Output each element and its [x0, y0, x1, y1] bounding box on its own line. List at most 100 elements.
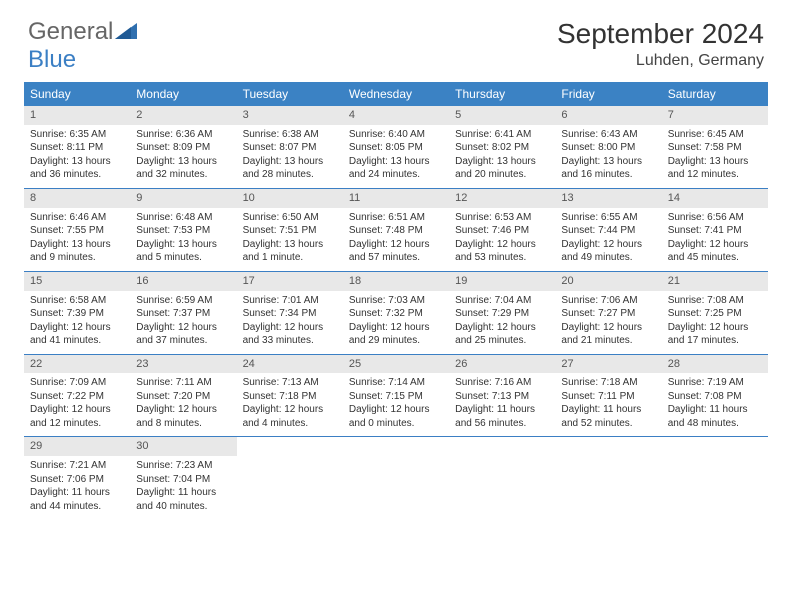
title-block: September 2024 Luhden, Germany: [557, 18, 764, 70]
daylight-line: Daylight: 11 hours and 52 minutes.: [561, 403, 655, 430]
day-number: 27: [555, 355, 661, 374]
day-number: 18: [343, 272, 449, 291]
calendar-cell: .: [237, 437, 343, 519]
day-number: 24: [237, 355, 343, 374]
day-number: 15: [24, 272, 130, 291]
sunset-line: Sunset: 7:06 PM: [30, 473, 124, 487]
daylight-line: Daylight: 11 hours and 56 minutes.: [455, 403, 549, 430]
sunrise-line: Sunrise: 6:53 AM: [455, 211, 549, 225]
page-title: September 2024: [557, 18, 764, 50]
sunrise-line: Sunrise: 7:03 AM: [349, 294, 443, 308]
calendar-week: 1 Sunrise: 6:35 AMSunset: 8:11 PM Daylight…: [24, 106, 768, 189]
calendar: SundayMondayTuesdayWednesdayThursdayFrid…: [24, 82, 768, 519]
day-info: Sunrise: 6:43 AMSunset: 8:00 PMDaylight:…: [555, 125, 661, 188]
daylight-line: Daylight: 12 hours and 57 minutes.: [349, 238, 443, 265]
calendar-cell: 6Sunrise: 6:43 AMSunset: 8:00 PMDaylight…: [555, 106, 661, 188]
day-number: 22: [24, 355, 130, 374]
day-number: 26: [449, 355, 555, 374]
calendar-cell: 19Sunrise: 7:04 AMSunset: 7:29 PMDayligh…: [449, 272, 555, 354]
sunset-line: Sunset: 8:11 PM: [30, 141, 124, 155]
daylight-line: Daylight: 13 hours and 1 minute.: [243, 238, 337, 265]
calendar-cell: 16Sunrise: 6:59 AMSunset: 7:37 PMDayligh…: [130, 272, 236, 354]
sunset-line: Sunset: 7:55 PM: [30, 224, 124, 238]
day-number: 14: [662, 189, 768, 208]
day-number: 5: [449, 106, 555, 125]
daylight-line: Daylight: 12 hours and 4 minutes.: [243, 403, 337, 430]
logo-text-general: General: [28, 18, 113, 46]
sunrise-line: Sunrise: 7:13 AM: [243, 376, 337, 390]
daylight-line: Daylight: 12 hours and 53 minutes.: [455, 238, 549, 265]
day-header: Saturday: [662, 82, 768, 106]
sunset-line: Sunset: 7:34 PM: [243, 307, 337, 321]
calendar-week: 8Sunrise: 6:46 AMSunset: 7:55 PMDaylight…: [24, 189, 768, 272]
day-number: 16: [130, 272, 236, 291]
day-number: 28: [662, 355, 768, 374]
calendar-cell: 11Sunrise: 6:51 AMSunset: 7:48 PMDayligh…: [343, 189, 449, 271]
calendar-week: 29Sunrise: 7:21 AMSunset: 7:06 PMDayligh…: [24, 437, 768, 519]
daylight-line: Daylight: 12 hours and 33 minutes.: [243, 321, 337, 348]
day-number: 1: [24, 106, 130, 125]
day-info: Sunrise: 7:14 AMSunset: 7:15 PMDaylight:…: [343, 373, 449, 436]
day-info: Sunrise: 6:36 AMSunset: 8:09 PMDaylight:…: [130, 125, 236, 188]
daylight-line: Daylight: 12 hours and 12 minutes.: [30, 403, 124, 430]
day-info: Sunrise: 6:48 AMSunset: 7:53 PMDaylight:…: [130, 208, 236, 271]
daylight-line: Daylight: 11 hours and 48 minutes.: [668, 403, 762, 430]
sunrise-line: Sunrise: 6:48 AM: [136, 211, 230, 225]
calendar-cell: 2Sunrise: 6:36 AMSunset: 8:09 PMDaylight…: [130, 106, 236, 188]
sunrise-line: Sunrise: 6:46 AM: [30, 211, 124, 225]
day-number: 20: [555, 272, 661, 291]
sunrise-line: Sunrise: 7:23 AM: [136, 459, 230, 473]
day-number: 4: [343, 106, 449, 125]
day-number: 13: [555, 189, 661, 208]
day-number: 6: [555, 106, 661, 125]
sunrise-line: Sunrise: 7:11 AM: [136, 376, 230, 390]
sunrise-line: Sunrise: 7:08 AM: [668, 294, 762, 308]
day-header: Wednesday: [343, 82, 449, 106]
calendar-cell: 21Sunrise: 7:08 AMSunset: 7:25 PMDayligh…: [662, 272, 768, 354]
calendar-cell: 30Sunrise: 7:23 AMSunset: 7:04 PMDayligh…: [130, 437, 236, 519]
day-info: Sunrise: 7:13 AMSunset: 7:18 PMDaylight:…: [237, 373, 343, 436]
header: General September 2024 Luhden, Germany: [0, 0, 792, 74]
sunrise-line: Sunrise: 7:21 AM: [30, 459, 124, 473]
sunset-line: Sunset: 8:09 PM: [136, 141, 230, 155]
calendar-cell: 8Sunrise: 6:46 AMSunset: 7:55 PMDaylight…: [24, 189, 130, 271]
calendar-cell: 26Sunrise: 7:16 AMSunset: 7:13 PMDayligh…: [449, 355, 555, 437]
calendar-cell: 7Sunrise: 6:45 AMSunset: 7:58 PMDaylight…: [662, 106, 768, 188]
sunset-line: Sunset: 7:44 PM: [561, 224, 655, 238]
day-info: Sunrise: 6:51 AMSunset: 7:48 PMDaylight:…: [343, 208, 449, 271]
daylight-line: Daylight: 12 hours and 29 minutes.: [349, 321, 443, 348]
sunrise-line: Sunrise: 6:35 AM: [30, 128, 124, 142]
day-info: Sunrise: 6:50 AMSunset: 7:51 PMDaylight:…: [237, 208, 343, 271]
daylight-line: Daylight: 12 hours and 21 minutes.: [561, 321, 655, 348]
sunrise-line: Sunrise: 6:56 AM: [668, 211, 762, 225]
daylight-line: Daylight: 12 hours and 8 minutes.: [136, 403, 230, 430]
day-number: 25: [343, 355, 449, 374]
sunset-line: Sunset: 7:37 PM: [136, 307, 230, 321]
day-info: Sunrise: 6:41 AMSunset: 8:02 PMDaylight:…: [449, 125, 555, 188]
sunset-line: Sunset: 7:32 PM: [349, 307, 443, 321]
daylight-line: Daylight: 13 hours and 24 minutes.: [349, 155, 443, 182]
sunrise-line: Sunrise: 6:58 AM: [30, 294, 124, 308]
day-info: Sunrise: 6:58 AMSunset: 7:39 PMDaylight:…: [24, 291, 130, 354]
day-info: Sunrise: 7:01 AMSunset: 7:34 PMDaylight:…: [237, 291, 343, 354]
day-info: Sunrise: 7:08 AMSunset: 7:25 PMDaylight:…: [662, 291, 768, 354]
calendar-cell: 28Sunrise: 7:19 AMSunset: 7:08 PMDayligh…: [662, 355, 768, 437]
calendar-cell: .: [343, 437, 449, 519]
daylight-line: Daylight: 12 hours and 0 minutes.: [349, 403, 443, 430]
sunrise-line: Sunrise: 7:04 AM: [455, 294, 549, 308]
day-info: Sunrise: 7:03 AMSunset: 7:32 PMDaylight:…: [343, 291, 449, 354]
calendar-cell: 17Sunrise: 7:01 AMSunset: 7:34 PMDayligh…: [237, 272, 343, 354]
day-info: Sunrise: 7:06 AMSunset: 7:27 PMDaylight:…: [555, 291, 661, 354]
day-info: Sunrise: 6:45 AMSunset: 7:58 PMDaylight:…: [662, 125, 768, 188]
location-label: Luhden, Germany: [557, 52, 764, 70]
sunrise-line: Sunrise: 7:01 AM: [243, 294, 337, 308]
sunset-line: Sunset: 7:48 PM: [349, 224, 443, 238]
sunrise-line: Sunrise: 7:06 AM: [561, 294, 655, 308]
sunset-line: Sunset: 7:58 PM: [668, 141, 762, 155]
sunrise-line: Sunrise: 6:55 AM: [561, 211, 655, 225]
logo-text-blue: Blue: [28, 46, 76, 73]
daylight-line: Daylight: 13 hours and 32 minutes.: [136, 155, 230, 182]
sunset-line: Sunset: 7:15 PM: [349, 390, 443, 404]
sunrise-line: Sunrise: 6:45 AM: [668, 128, 762, 142]
day-header: Sunday: [24, 82, 130, 106]
